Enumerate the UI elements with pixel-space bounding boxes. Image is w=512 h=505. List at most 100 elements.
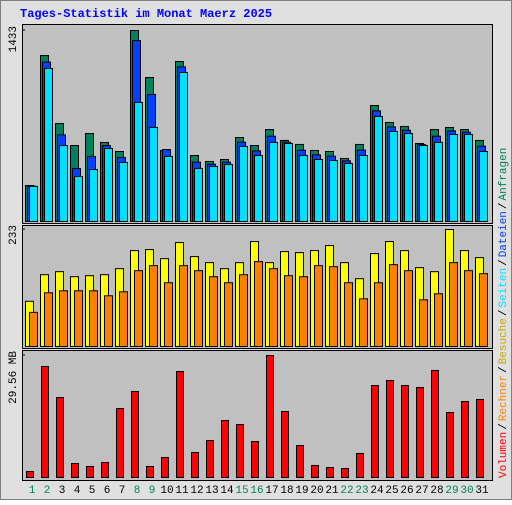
bar (119, 161, 128, 223)
bar (374, 115, 383, 222)
x-tick-label: 20 (310, 485, 323, 497)
bar (284, 275, 293, 347)
bar (251, 441, 259, 479)
bar (89, 169, 98, 222)
bar (284, 143, 293, 223)
x-tick-label: 17 (265, 485, 278, 497)
x-tick-label: 4 (74, 485, 81, 497)
bar (464, 270, 473, 347)
bar (149, 265, 158, 348)
bar (449, 262, 458, 347)
x-tick-label: 5 (89, 485, 96, 497)
bar (461, 401, 469, 479)
chart-title: Tages-Statistik im Monat Maerz 2025 (20, 7, 272, 21)
bar (479, 273, 488, 347)
bar (431, 369, 439, 478)
bar (314, 159, 323, 223)
x-tick-label: 14 (220, 485, 234, 497)
bar (269, 268, 278, 348)
x-tick-label: 8 (134, 485, 141, 497)
bar (116, 407, 124, 478)
x-tick-label: 21 (325, 485, 339, 497)
bar (41, 365, 49, 479)
bar (254, 261, 263, 347)
bar (311, 464, 319, 478)
bar (209, 276, 218, 348)
x-tick-label: 9 (149, 485, 156, 497)
bar (464, 133, 473, 222)
x-tick-label: 16 (250, 485, 263, 497)
bar (419, 299, 428, 347)
bar (266, 355, 274, 478)
bar (221, 420, 229, 479)
x-tick-label: 13 (205, 485, 218, 497)
bar (89, 290, 98, 348)
bar (44, 67, 53, 222)
bar (119, 291, 128, 347)
bar (74, 175, 83, 222)
legend-separator: / (498, 310, 510, 317)
bar (404, 270, 413, 347)
x-tick-label: 19 (295, 485, 308, 497)
bar (194, 167, 203, 222)
bar (329, 266, 338, 347)
bar (344, 282, 353, 348)
bar (59, 290, 68, 348)
x-tick-label: 22 (340, 485, 353, 497)
bar (476, 398, 484, 478)
bar (236, 424, 244, 479)
x-tick-label: 25 (385, 485, 398, 497)
x-tick-label: 26 (400, 485, 413, 497)
x-tick-label: 29 (445, 485, 458, 497)
legend-separator: / (498, 423, 510, 430)
bar (29, 311, 38, 347)
bar (401, 385, 409, 478)
x-tick-label: 18 (280, 485, 293, 497)
bar (101, 462, 109, 479)
bar (359, 298, 368, 348)
bar (146, 465, 154, 478)
x-tick-label: 12 (190, 485, 203, 497)
bar (44, 292, 53, 347)
y-tick-label: 1433 (8, 26, 20, 52)
bar (131, 390, 139, 478)
bar (29, 185, 38, 223)
bar (359, 155, 368, 222)
bar (269, 141, 278, 222)
legend-entry: Volumen (498, 432, 510, 478)
y-tick-label: 233 (8, 225, 20, 245)
bar (344, 163, 353, 222)
legend: Volumen/Rechner/Besuche/Seiten/Dateien/A… (498, 148, 510, 478)
legend-separator: / (498, 202, 510, 209)
bar (434, 293, 443, 348)
bar (161, 456, 169, 479)
bar (179, 265, 188, 348)
bar (326, 467, 334, 478)
x-tick-label: 6 (104, 485, 111, 497)
bar (374, 282, 383, 348)
bar (371, 385, 379, 478)
bar (356, 452, 364, 479)
bar (254, 155, 263, 222)
bar (164, 155, 173, 222)
bar (239, 274, 248, 348)
bar (209, 165, 218, 222)
legend-entry: Seiten (498, 268, 510, 308)
y-tick-label: 29.56 MB (8, 351, 20, 404)
bar (206, 440, 214, 478)
bar (299, 276, 308, 348)
x-tick-label: 28 (430, 485, 443, 497)
bar (104, 295, 113, 348)
x-tick-label: 27 (415, 485, 428, 497)
bar (59, 145, 68, 222)
bar (329, 159, 338, 222)
bar (419, 145, 428, 222)
bar (104, 147, 113, 223)
bar (239, 145, 248, 222)
bar (26, 471, 34, 479)
bar (389, 131, 398, 222)
x-tick-label: 11 (175, 485, 189, 497)
bar (74, 290, 83, 348)
bar (134, 101, 143, 222)
